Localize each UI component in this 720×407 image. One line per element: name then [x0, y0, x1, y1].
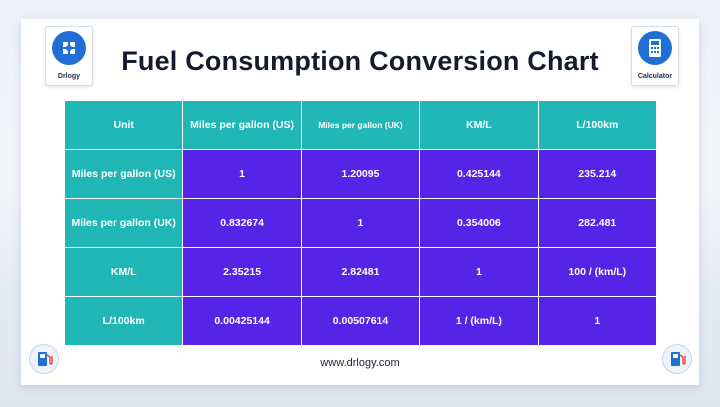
- drlogy-logo-icon: [52, 31, 86, 65]
- fuel-pump-icon: [662, 344, 692, 374]
- table-cell: 0.425144: [419, 149, 539, 199]
- calculator-icon: [638, 31, 672, 65]
- table-cell: 1: [419, 247, 539, 297]
- calculator-logo-text: Calculator: [637, 73, 673, 80]
- table-cell: 1: [537, 296, 658, 346]
- row-label: L/100km: [63, 296, 184, 346]
- table-cell: 0.00507614: [300, 296, 421, 346]
- conversion-table: Unit Miles per gallon (US) Miles per gal…: [63, 100, 658, 346]
- table-cell: 235.214: [537, 149, 658, 199]
- table-cell: 282.481: [537, 198, 658, 248]
- drlogy-logo-text: Drlogy: [57, 73, 81, 80]
- table-row: L/100km 0.00425144 0.00507614 1 / (km/L)…: [63, 296, 658, 346]
- column-header: KM/L: [419, 100, 539, 150]
- row-label: Miles per gallon (US): [63, 149, 184, 199]
- footer-url[interactable]: www.drlogy.com: [320, 357, 400, 369]
- table-cell: 1 / (km/L): [419, 296, 539, 346]
- row-label: Miles per gallon (UK): [63, 198, 184, 248]
- page-title: Fuel Consumption Conversion Chart: [121, 46, 599, 76]
- table-row: KM/L 2.35215 2.82481 1 100 / (km/L): [63, 247, 658, 297]
- table-cell: 100 / (km/L): [537, 247, 658, 297]
- table-cell: 1.20095: [300, 149, 421, 199]
- column-header: Miles per gallon (UK): [300, 100, 421, 150]
- chart-card: Drlogy Fuel Consumption Conversion Chart…: [21, 19, 699, 385]
- table-row: Miles per gallon (US) 1 1.20095 0.425144…: [63, 149, 658, 199]
- fuel-pump-icon: [29, 344, 59, 374]
- table-cell: 1: [300, 198, 421, 248]
- table-cell: 0.00425144: [182, 296, 302, 346]
- column-header: Miles per gallon (US): [182, 100, 302, 150]
- row-label: KM/L: [63, 247, 184, 297]
- column-header: Unit: [63, 100, 184, 150]
- table-cell: 0.832674: [182, 198, 302, 248]
- table-cell: 2.35215: [182, 247, 302, 297]
- table-row: Miles per gallon (UK) 0.832674 1 0.35400…: [63, 198, 658, 248]
- table-cell: 0.354006: [419, 198, 539, 248]
- calculator-logo[interactable]: Calculator: [631, 26, 679, 86]
- table-header-row: Unit Miles per gallon (US) Miles per gal…: [63, 100, 658, 150]
- column-header: L/100km: [537, 100, 658, 150]
- table-cell: 2.82481: [300, 247, 421, 297]
- table-cell: 1: [182, 149, 302, 199]
- drlogy-logo[interactable]: Drlogy: [45, 26, 93, 86]
